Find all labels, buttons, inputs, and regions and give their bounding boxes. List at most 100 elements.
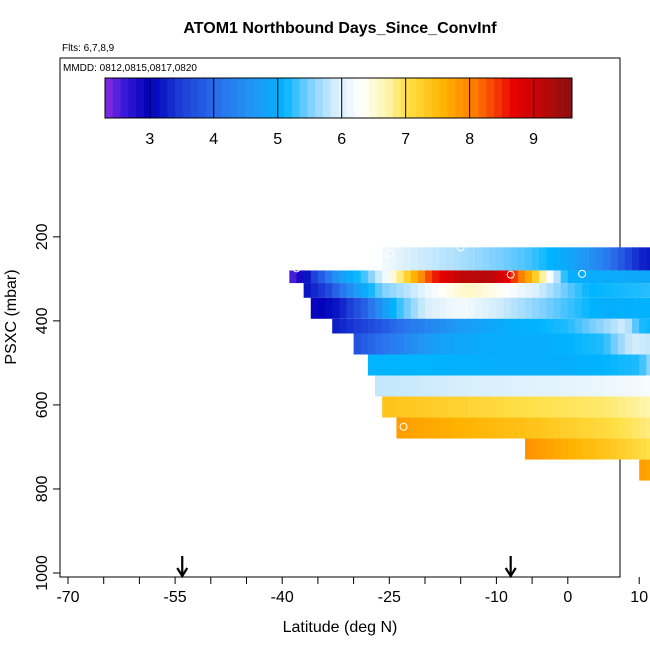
heatmap-cell bbox=[453, 283, 462, 298]
heatmap-cell bbox=[603, 354, 612, 376]
heatmap-cell bbox=[417, 270, 426, 284]
heatmap-row bbox=[289, 270, 650, 284]
heatmap-cell bbox=[639, 396, 647, 418]
heatmap-cell bbox=[503, 417, 512, 439]
colorbar-cell bbox=[159, 78, 168, 118]
heatmap-cell bbox=[560, 318, 569, 334]
heatmap-cell bbox=[639, 354, 647, 376]
sample-markers bbox=[292, 243, 587, 431]
heatmap-cell bbox=[410, 283, 419, 298]
heatmap-cell bbox=[560, 333, 569, 355]
heatmap-cell bbox=[482, 247, 490, 271]
heatmap-cell bbox=[410, 417, 419, 439]
heatmap-cell bbox=[446, 375, 455, 397]
heatmap-cell bbox=[567, 375, 576, 397]
heatmap-cell bbox=[589, 318, 597, 334]
heatmap-cell bbox=[496, 375, 505, 397]
heatmap-cell bbox=[503, 283, 512, 298]
heatmap-cell bbox=[317, 297, 326, 319]
heatmap-cell bbox=[396, 247, 405, 271]
heatmap-cell bbox=[460, 375, 469, 397]
colorbar-cell bbox=[416, 78, 425, 118]
colorbar-cell bbox=[509, 78, 519, 118]
heatmap-cell bbox=[389, 297, 398, 319]
heatmap-cell bbox=[325, 297, 333, 319]
colorbar-cell bbox=[190, 78, 199, 118]
colorbar-cell bbox=[322, 78, 332, 118]
heatmap-cell bbox=[510, 247, 519, 271]
heatmap-cell bbox=[617, 297, 626, 319]
heatmap-row bbox=[382, 396, 650, 418]
heatmap-cell bbox=[353, 333, 362, 355]
heatmap-cell bbox=[467, 318, 476, 334]
heatmap-cell bbox=[560, 354, 569, 376]
heatmap-cell bbox=[446, 333, 455, 355]
colorbar-cell bbox=[182, 78, 192, 118]
heatmap-cell bbox=[482, 417, 490, 439]
colorbar-cell bbox=[284, 78, 293, 118]
heatmap-cell bbox=[567, 354, 576, 376]
heatmap-cell bbox=[460, 354, 469, 376]
heatmap-cell bbox=[346, 318, 355, 334]
heatmap-cell bbox=[539, 438, 547, 460]
colorbar-cell bbox=[237, 78, 246, 118]
heatmap-row bbox=[639, 459, 650, 481]
heatmap-cell bbox=[646, 438, 650, 460]
heatmap-cell bbox=[482, 333, 490, 355]
heatmap-cell bbox=[596, 297, 605, 319]
heatmap-cell bbox=[617, 417, 626, 439]
heatmap-cell bbox=[346, 270, 355, 284]
colorbar-cell bbox=[354, 78, 363, 118]
colorbar-cell bbox=[517, 78, 526, 118]
heatmap-cell bbox=[582, 354, 590, 376]
heatmap-cell bbox=[474, 333, 483, 355]
heatmap-cell bbox=[389, 333, 398, 355]
heatmap-cell bbox=[532, 333, 540, 355]
heatmap-cell bbox=[360, 270, 369, 284]
colorbar-cell bbox=[213, 78, 223, 118]
heatmap-cell bbox=[453, 318, 462, 334]
heatmap-cell bbox=[503, 333, 512, 355]
colorbar-cell bbox=[221, 78, 231, 118]
heatmap-cell bbox=[482, 396, 490, 418]
heatmap-cell bbox=[646, 459, 650, 481]
heatmap-cell bbox=[574, 333, 583, 355]
heatmap-cell bbox=[453, 396, 462, 418]
heatmap-cell bbox=[396, 333, 405, 355]
heatmap-cell bbox=[596, 270, 605, 284]
heatmap-cell bbox=[603, 375, 612, 397]
heatmap-cell bbox=[410, 333, 419, 355]
heatmap-cell bbox=[410, 375, 419, 397]
heatmap-cell bbox=[389, 318, 398, 334]
heatmap-cell bbox=[596, 417, 605, 439]
heatmap-cell bbox=[539, 283, 547, 298]
colorbar-cell bbox=[377, 78, 386, 118]
heatmap-cell bbox=[332, 283, 340, 298]
heatmap-cell bbox=[610, 417, 619, 439]
heatmap-cell bbox=[553, 354, 562, 376]
flight-arrow bbox=[176, 556, 189, 579]
heatmap-cell bbox=[639, 297, 647, 319]
heatmap-cell bbox=[310, 283, 319, 298]
heatmap-cell bbox=[417, 283, 426, 298]
heatmap-cell bbox=[403, 417, 412, 439]
heatmap-cell bbox=[589, 438, 597, 460]
heatmap-cell bbox=[582, 438, 590, 460]
heatmap-cell bbox=[603, 270, 612, 284]
heatmap-cell bbox=[582, 283, 590, 298]
heatmap-cell bbox=[303, 270, 312, 284]
heatmap-cell bbox=[632, 438, 640, 460]
heatmap-cell bbox=[589, 270, 597, 284]
heatmap-cell bbox=[524, 417, 533, 439]
heatmap-cell bbox=[474, 283, 483, 298]
heatmap-cell bbox=[524, 283, 533, 298]
heatmap-cell bbox=[467, 354, 476, 376]
colorbar-cell bbox=[431, 78, 441, 118]
colorbar-ticks: 3 4 5 6 7 8 9 bbox=[145, 78, 538, 148]
heatmap-cell bbox=[332, 270, 340, 284]
colorbar-cell bbox=[486, 78, 495, 118]
x-tick-label: -10 bbox=[485, 589, 508, 606]
heatmap-cell bbox=[474, 417, 483, 439]
heatmap-cell bbox=[617, 247, 626, 271]
heatmap-cell bbox=[474, 247, 483, 271]
